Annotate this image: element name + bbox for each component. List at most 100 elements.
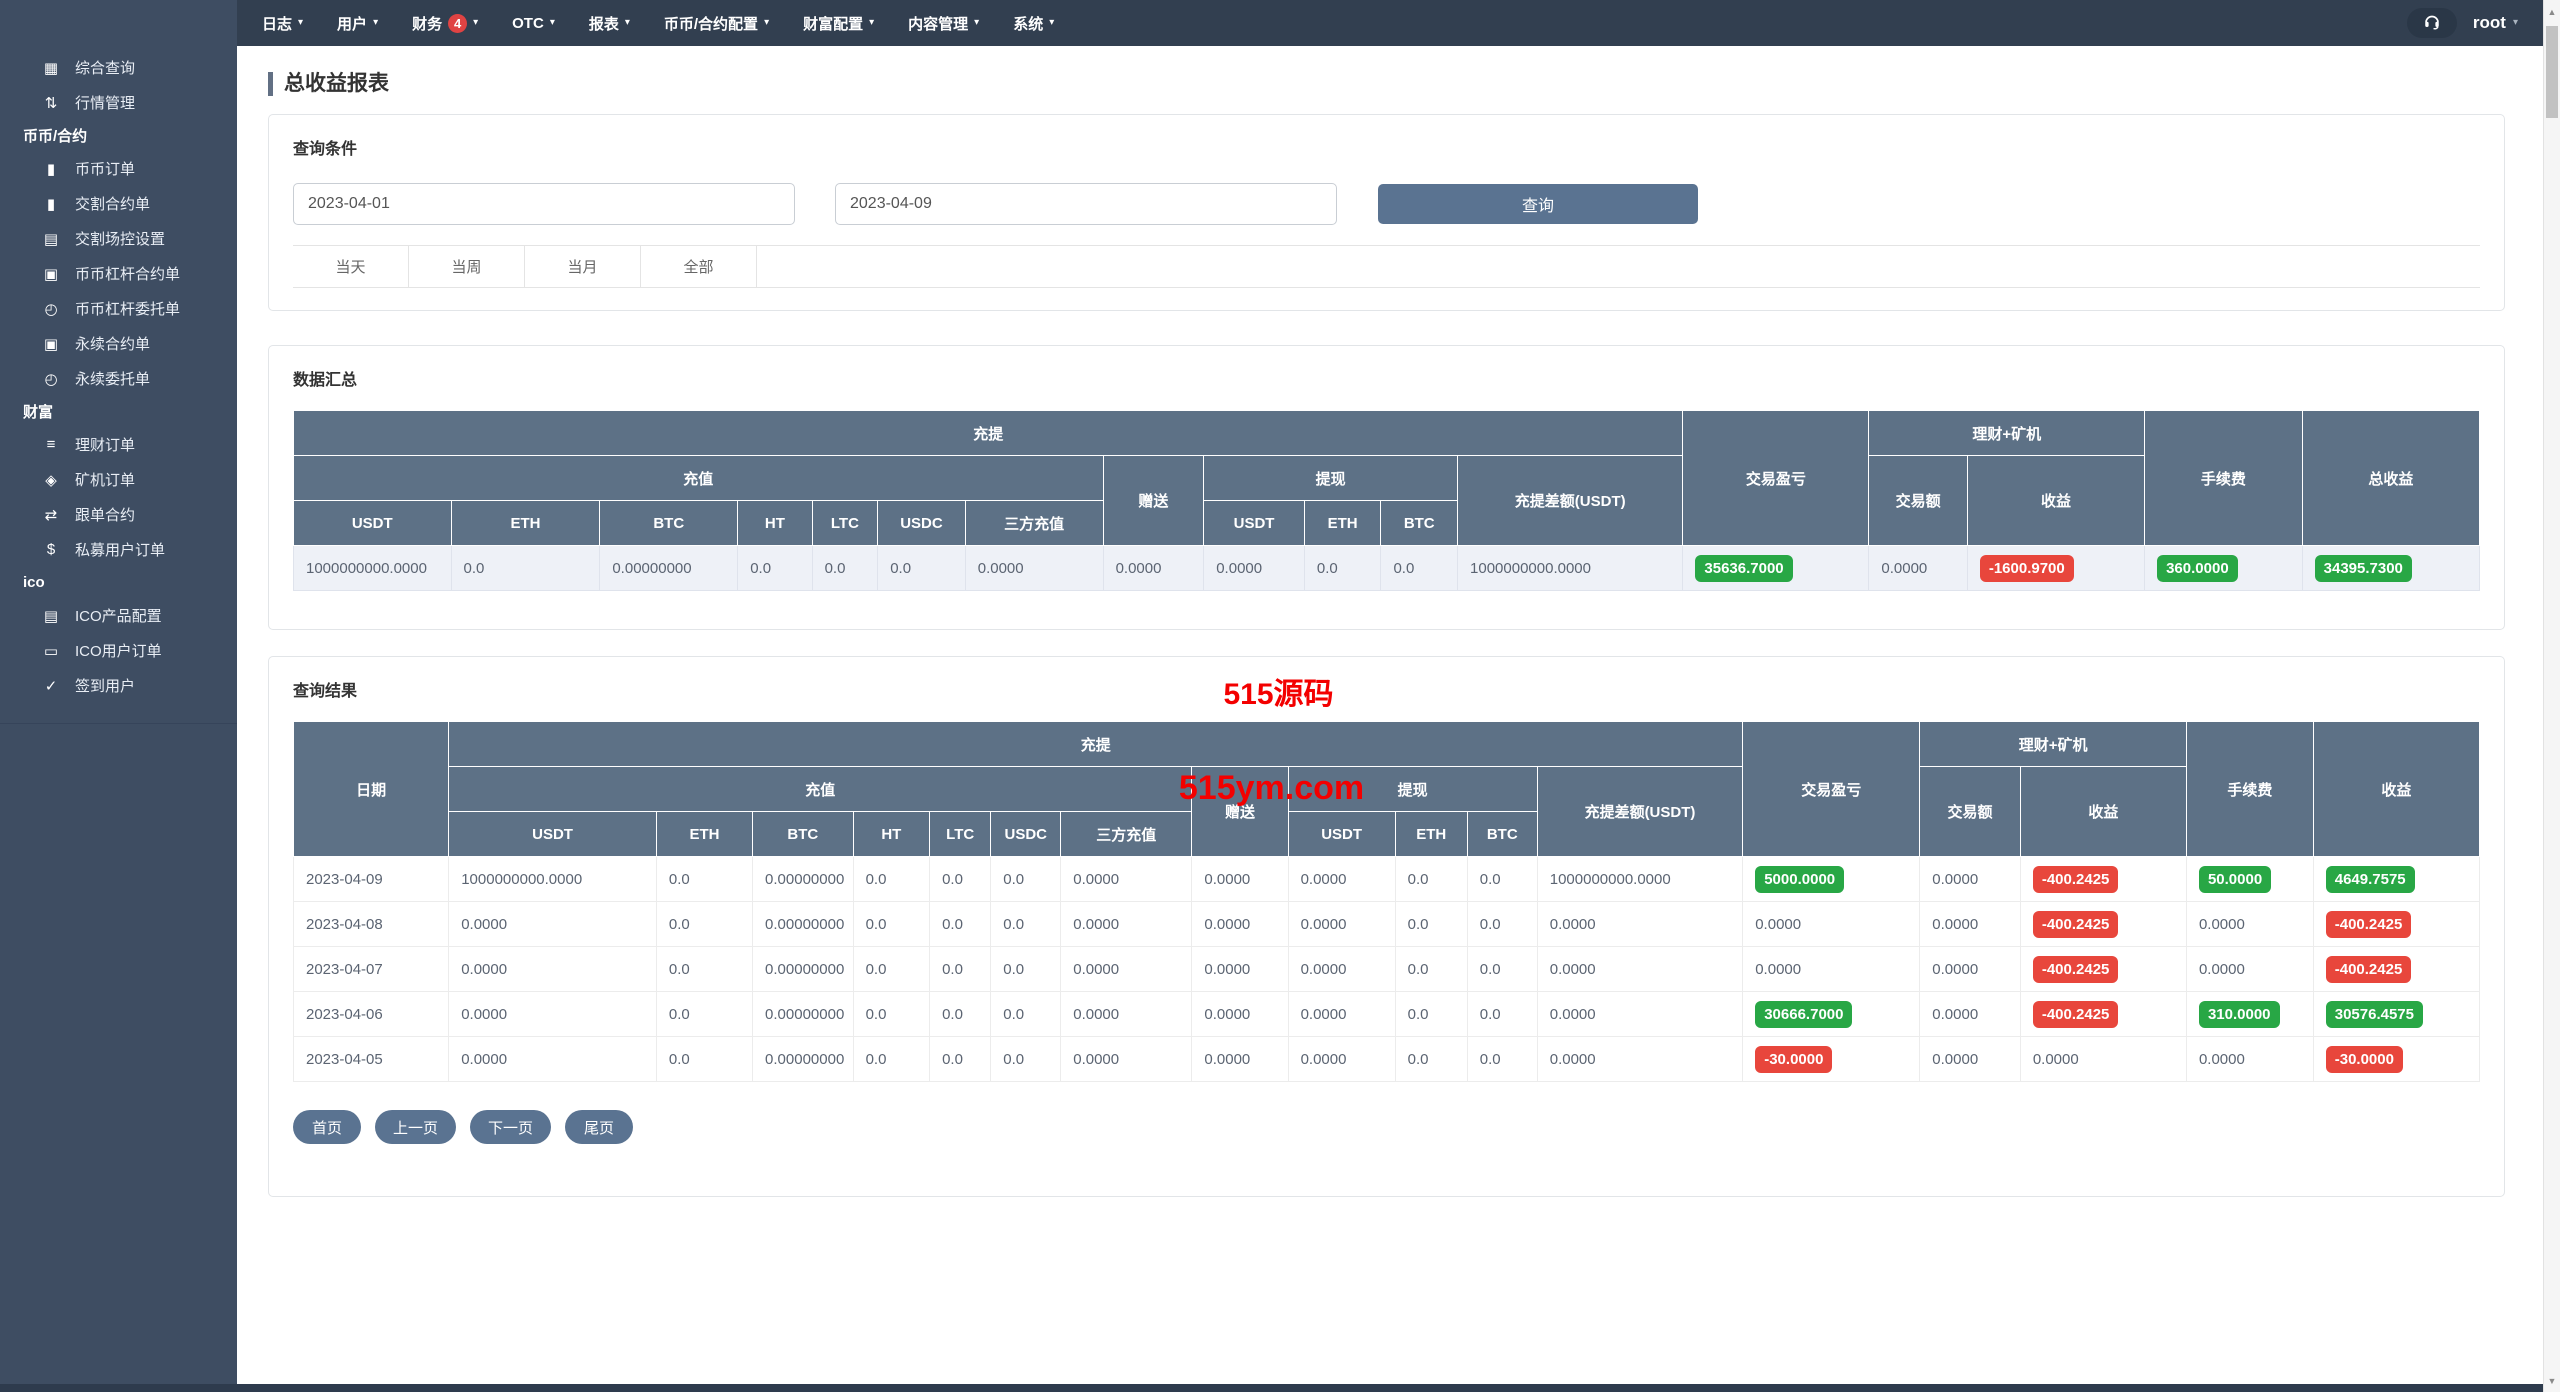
follow-order-icon: ⇄	[44, 506, 58, 524]
sidebar-item-13[interactable]: ⇄ 跟单合约	[0, 497, 237, 532]
quick-filter-0[interactable]: 当天	[293, 246, 409, 287]
sidebar-item-6[interactable]: ▣ 币币杠杆合约单	[0, 256, 237, 291]
sidebar-item-1[interactable]: ⇅ 行情管理	[0, 85, 237, 120]
sidebar-item-18[interactable]: ✓ 签到用户	[0, 668, 237, 703]
cell: 0.0	[1394, 856, 1468, 902]
user-menu[interactable]: root ▾	[2473, 13, 2518, 33]
sidebar-item-5[interactable]: ▤ 交割场控设置	[0, 221, 237, 256]
cell: 0.00000000	[752, 856, 854, 902]
cell: -400.2425	[2312, 946, 2481, 992]
chevron-down-icon: ▾	[764, 17, 770, 28]
cell: 1000000000.0000	[1457, 545, 1684, 591]
copy-icon: ▣	[43, 265, 59, 283]
sidebar-item-11[interactable]: ≡ 理财订单	[0, 427, 237, 462]
bottom-strip	[0, 1384, 2543, 1392]
scroll-down-arrow-icon[interactable]: ▼	[2547, 1375, 2557, 1386]
cell: 0.0	[1466, 856, 1538, 902]
value-badge: 4649.7575	[2325, 865, 2415, 893]
pagination-prev[interactable]: 上一页	[375, 1110, 457, 1144]
cell: -400.2425	[2019, 946, 2187, 992]
header-cell: 充提	[448, 721, 1744, 767]
sidebar-item-9[interactable]: ◴ 永续委托单	[0, 361, 237, 396]
quick-filter-1[interactable]: 当周	[409, 246, 525, 287]
header-cell: USDC	[877, 500, 966, 546]
nav-item-3[interactable]: OTC ▾	[512, 15, 555, 32]
cell: 50.0000	[2185, 856, 2314, 902]
sidebar-item-label: 签到用户	[75, 678, 136, 695]
header-cell: USDC	[990, 811, 1062, 857]
user-name: root	[2472, 13, 2506, 32]
quick-filter-2[interactable]: 当月	[525, 246, 641, 287]
cell: 0.0000	[1191, 991, 1289, 1037]
sidebar-item-3[interactable]: ▮ 币币订单	[0, 151, 237, 186]
cell: 0.0	[1394, 991, 1468, 1037]
value-badge: -30.0000	[1755, 1045, 1833, 1073]
value-badge: 30666.7000	[1755, 1000, 1853, 1028]
nav-item-5[interactable]: 币币/合约配置 ▾	[664, 13, 769, 34]
sidebar-item-16[interactable]: ▤ ICO产品配置	[0, 598, 237, 633]
nav-item-6[interactable]: 财富配置 ▾	[803, 13, 874, 34]
header-cell: ETH	[1303, 500, 1382, 546]
nav-item-2[interactable]: 财务 4 ▾	[412, 13, 478, 34]
header-cell: 提现	[1203, 455, 1459, 501]
vertical-scrollbar[interactable]: ▲ ▼	[2543, 0, 2560, 1392]
scrollbar-thumb[interactable]	[2546, 26, 2558, 118]
nav-item-1[interactable]: 用户 ▾	[337, 13, 378, 34]
nav-item-label: 报表	[588, 15, 619, 33]
cell: -30.0000	[2312, 1036, 2481, 1082]
watermark-text: 515源码	[1223, 678, 1334, 711]
nav-item-label: OTC	[512, 14, 544, 32]
cell: 0.0000	[1191, 901, 1289, 947]
pagination-last[interactable]: 尾页	[565, 1110, 634, 1144]
sidebar-item-4[interactable]: ▮ 交割合约单	[0, 186, 237, 221]
cell: 0.0000	[1191, 1036, 1289, 1082]
sidebar-item-label: 综合查询	[75, 60, 136, 77]
cell: 0.0000	[1742, 901, 1921, 947]
sidebar-item-label: 理财订单	[75, 437, 136, 454]
date-from-input[interactable]	[293, 183, 795, 225]
nav-item-4[interactable]: 报表 ▾	[589, 13, 630, 34]
sidebar-item-8[interactable]: ▣ 永续合约单	[0, 326, 237, 361]
cell: 0.0000	[1060, 901, 1193, 947]
search-button[interactable]: 查询	[1378, 184, 1698, 224]
cell: 2023-04-08	[292, 901, 450, 947]
date-to-input[interactable]	[835, 183, 1337, 225]
sidebar-item-7[interactable]: ◴ 币币杠杆委托单	[0, 291, 237, 326]
header-cell: USDT	[293, 500, 452, 546]
sidebar-item-14[interactable]: $ 私募用户订单	[0, 532, 237, 567]
quick-filter-tabs: 当天 当周 当月 全部	[293, 245, 2480, 288]
sidebar-item-0[interactable]: ▦ 综合查询	[0, 50, 237, 85]
cell: 0.0000	[1203, 545, 1305, 591]
scroll-up-arrow-icon[interactable]: ▲	[2547, 6, 2557, 17]
quick-filter-3[interactable]: 全部	[641, 246, 757, 287]
cell: 35636.7000	[1682, 545, 1870, 591]
cell: 0.0	[737, 545, 813, 591]
header-cell: 充提	[292, 410, 1684, 456]
cell: 0.0000	[1536, 946, 1744, 992]
sidebar-section-10: 财富	[23, 404, 54, 421]
cell: 0.0	[1394, 1036, 1468, 1082]
query-panel-title: 查询条件	[293, 141, 358, 158]
cell: 0.0	[929, 991, 992, 1037]
sidebar-item-12[interactable]: ◈ 矿机订单	[0, 462, 237, 497]
pagination-next[interactable]: 下一页	[470, 1110, 552, 1144]
sidebar-item-label: ICO用户订单	[75, 643, 162, 660]
sidebar-item-label: 永续合约单	[75, 336, 151, 353]
cell: 0.0000	[1742, 946, 1921, 992]
cell: 0.0	[929, 946, 992, 992]
header-cell: 交易盈亏	[1742, 721, 1921, 857]
sidebar-section-15: ico	[23, 574, 45, 591]
nav-item-0[interactable]: 日志 ▾	[262, 13, 303, 34]
cell: -400.2425	[2019, 856, 2187, 902]
sidebar-item-17[interactable]: ▭ ICO用户订单	[0, 633, 237, 668]
results-panel: 查询结果 515源码 515ym.com 日期 充提 交易盈亏 理财+矿机 手续费 收益 充…	[268, 656, 2505, 1197]
cell: -400.2425	[2019, 991, 2187, 1037]
headset-icon	[2423, 12, 2441, 35]
nav-item-7[interactable]: 内容管理 ▾	[908, 13, 979, 34]
support-headset-button[interactable]	[2406, 8, 2457, 38]
pagination-first[interactable]: 首页	[293, 1110, 361, 1144]
table-row: 2023-04-07 0.0000 0.0 0.00000000 0.0 0.0 0.0 0.…	[292, 946, 2481, 992]
cell: 0.0000	[448, 946, 657, 992]
cell: 0.0000	[448, 991, 657, 1037]
nav-item-8[interactable]: 系统 ▾	[1013, 13, 1054, 34]
